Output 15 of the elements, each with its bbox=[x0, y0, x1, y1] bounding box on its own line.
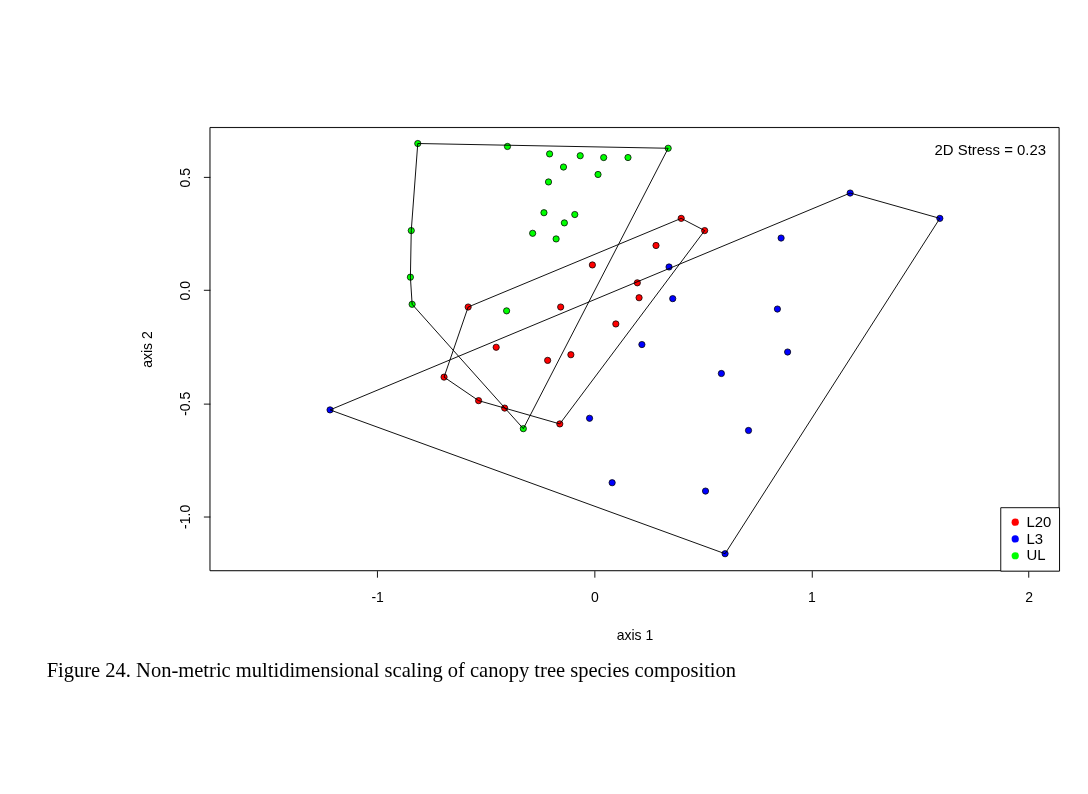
y-tick-label: 0.5 bbox=[176, 167, 193, 188]
legend-label: L20 bbox=[1026, 512, 1052, 530]
y-tick-label: -0.5 bbox=[176, 391, 193, 416]
x-tick-label: 2 bbox=[1025, 588, 1034, 605]
y-tick-label: 0.0 bbox=[176, 280, 193, 301]
caption: Figure 24. Non-metric multidimensional scaling of canopy tree species composition bbox=[46, 659, 737, 683]
x-tick-label: 0 bbox=[590, 588, 599, 605]
y-axis-title: axis 2 bbox=[138, 331, 155, 368]
y-tick-label: -1.0 bbox=[176, 504, 193, 529]
legend-label: UL bbox=[1026, 546, 1046, 564]
x-axis-title: axis 1 bbox=[616, 627, 654, 644]
x-tick-label: 1 bbox=[808, 588, 817, 605]
x-tick-label: -1 bbox=[371, 588, 385, 605]
annotation: 2D Stress = 0.23 bbox=[934, 140, 1047, 158]
legend-label: L3 bbox=[1026, 529, 1044, 547]
